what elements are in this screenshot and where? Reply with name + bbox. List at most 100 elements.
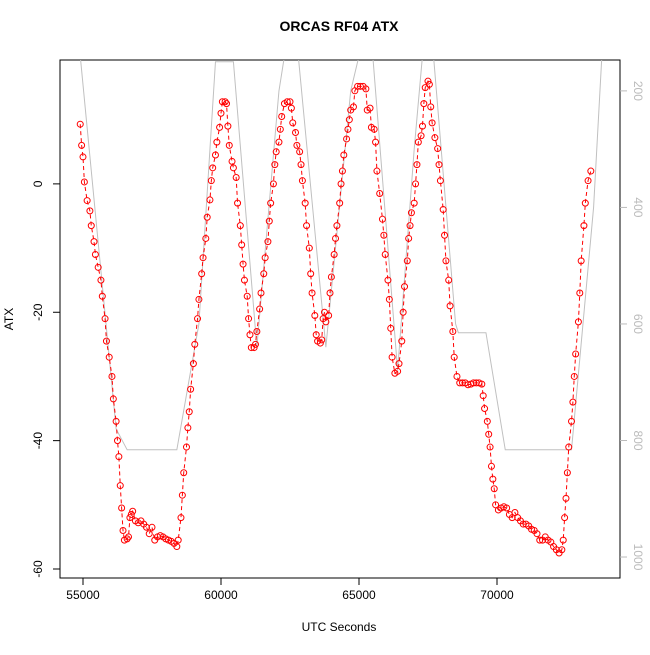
point — [356, 82, 364, 90]
point — [76, 120, 84, 128]
point — [187, 385, 195, 393]
point — [217, 109, 225, 117]
point — [198, 270, 206, 278]
point — [399, 308, 407, 316]
point — [417, 132, 425, 140]
point — [384, 276, 392, 284]
point — [562, 494, 570, 502]
point — [271, 161, 279, 169]
point — [327, 273, 335, 281]
point — [366, 104, 374, 112]
point — [376, 190, 384, 198]
point — [223, 100, 231, 108]
point — [251, 340, 259, 348]
x-axis-label: UTC Seconds — [302, 620, 377, 634]
point — [338, 167, 346, 175]
point — [78, 141, 86, 149]
point — [424, 77, 432, 85]
plot-frame — [59, 59, 621, 579]
point — [479, 392, 487, 400]
point — [414, 138, 422, 146]
point — [293, 141, 301, 149]
point — [213, 138, 221, 146]
point — [305, 244, 313, 252]
point — [275, 138, 283, 146]
point — [94, 263, 102, 271]
point — [105, 353, 113, 361]
y-tick-label: -60 — [31, 560, 45, 578]
point — [209, 164, 217, 172]
x-tick-label: 60000 — [204, 588, 238, 602]
point — [182, 443, 190, 451]
point — [322, 318, 330, 326]
point — [239, 260, 247, 268]
point — [483, 417, 491, 425]
point — [569, 398, 577, 406]
point — [296, 148, 304, 156]
pressure-line — [80, 60, 603, 451]
point — [298, 177, 306, 185]
point — [303, 222, 311, 230]
point — [218, 98, 226, 106]
point — [245, 315, 253, 323]
point — [446, 302, 454, 310]
point — [418, 122, 426, 130]
point — [86, 207, 94, 215]
point — [148, 523, 156, 531]
series-line — [79, 79, 592, 554]
point — [108, 372, 116, 380]
point — [109, 395, 117, 403]
point — [115, 453, 123, 461]
point — [236, 222, 244, 230]
point — [79, 153, 87, 161]
point — [343, 135, 351, 143]
point — [439, 206, 447, 214]
point — [307, 270, 315, 278]
plot-area — [76, 60, 603, 557]
point — [559, 536, 567, 544]
point — [301, 199, 309, 207]
chart-title: ORCAS RF04 ATX — [279, 18, 399, 34]
point — [174, 536, 182, 544]
point — [558, 546, 566, 554]
point — [257, 289, 265, 297]
point — [126, 514, 134, 522]
point — [533, 530, 541, 538]
point — [325, 311, 333, 319]
point — [410, 199, 418, 207]
point — [101, 315, 109, 323]
y-tick-label: 0 — [31, 180, 45, 187]
point — [316, 339, 324, 347]
point — [228, 157, 236, 165]
point — [403, 257, 411, 265]
point — [395, 360, 403, 368]
point — [112, 417, 120, 425]
point — [372, 138, 380, 146]
point — [427, 103, 435, 111]
point — [485, 430, 493, 438]
point — [173, 543, 181, 551]
point — [297, 161, 305, 169]
point — [238, 241, 246, 249]
point — [490, 485, 498, 493]
point — [568, 417, 576, 425]
point — [272, 148, 280, 156]
point — [260, 270, 268, 278]
point — [373, 167, 381, 175]
point — [536, 536, 544, 544]
point — [401, 283, 409, 291]
point — [234, 199, 242, 207]
point — [398, 337, 406, 345]
point — [203, 213, 211, 221]
point — [269, 180, 277, 188]
point — [413, 161, 421, 169]
point — [349, 103, 357, 111]
point — [261, 254, 269, 262]
point — [428, 119, 436, 127]
point — [503, 504, 511, 512]
point — [436, 177, 444, 185]
point — [442, 257, 450, 265]
point — [240, 276, 248, 284]
point — [584, 177, 592, 185]
point — [116, 482, 124, 490]
